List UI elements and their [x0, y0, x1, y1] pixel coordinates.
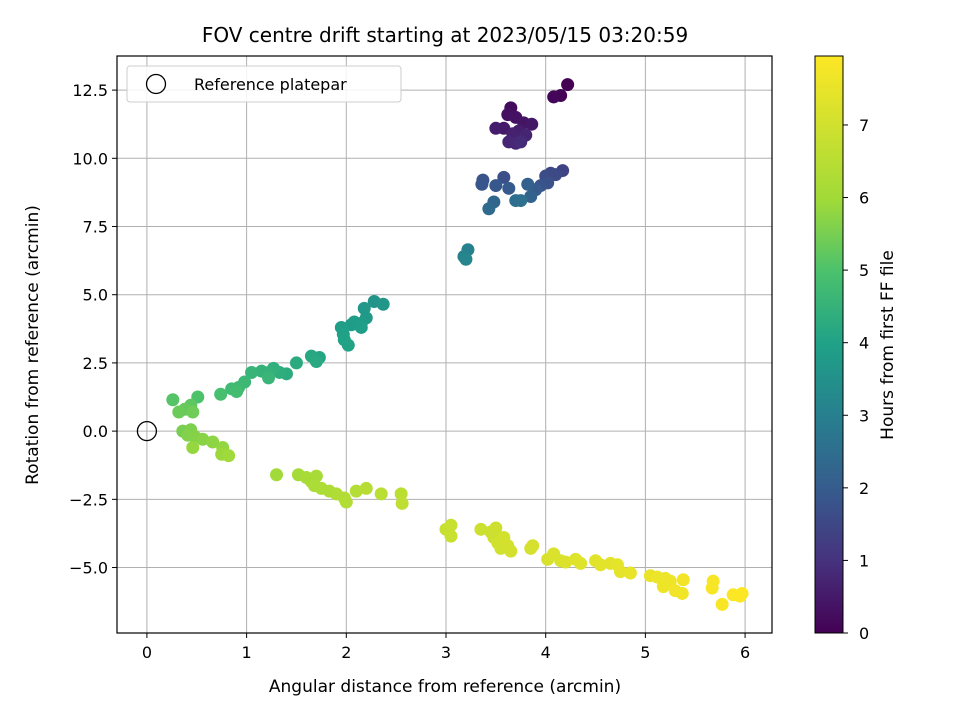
y-tick-label: 5.0 — [83, 286, 108, 305]
data-point — [172, 405, 186, 419]
data-point — [549, 168, 563, 182]
colorbar-tick-label: 4 — [859, 334, 869, 353]
data-point — [489, 521, 503, 535]
data-point — [374, 487, 388, 501]
data-point — [489, 121, 503, 135]
colorbar-tick-label: 2 — [859, 479, 869, 498]
data-point — [206, 435, 220, 449]
y-tick-label: 12.5 — [72, 81, 108, 100]
data-point — [561, 78, 575, 92]
grid — [117, 56, 772, 633]
data-point — [359, 481, 373, 495]
data-point — [474, 522, 488, 536]
data-point — [514, 135, 528, 149]
colorbar-tick-label: 1 — [859, 551, 869, 570]
data-point — [309, 355, 323, 369]
data-point — [222, 449, 236, 463]
colorbar-axis: 0 1 2 3 4 5 6 7 — [843, 116, 869, 643]
data-point — [521, 177, 535, 191]
colorbar-tick-label: 0 — [859, 624, 869, 643]
data-points — [136, 78, 749, 611]
data-point — [394, 487, 408, 501]
data-point — [339, 495, 353, 509]
data-point — [196, 432, 210, 446]
data-point — [270, 468, 284, 482]
data-point — [245, 365, 259, 379]
data-point — [395, 496, 409, 510]
data-point — [349, 484, 363, 498]
data-point — [502, 181, 516, 195]
chart-title: FOV centre drift starting at 2023/05/15 … — [202, 23, 688, 47]
data-point — [613, 565, 627, 579]
x-tick-label: 1 — [242, 643, 252, 662]
data-point — [594, 558, 608, 572]
y-tick-label: 7.5 — [83, 218, 108, 237]
x-tick-label: 4 — [541, 643, 551, 662]
data-point — [524, 189, 538, 203]
data-point — [262, 371, 276, 385]
y-axis-label: Rotation from reference (arcmin) — [23, 205, 43, 485]
data-point — [186, 440, 200, 454]
legend: Reference platepar — [126, 65, 402, 103]
y-tick-label: 10.0 — [72, 149, 108, 168]
data-point — [676, 573, 690, 587]
data-point — [715, 597, 729, 611]
colorbar-tick-label: 3 — [859, 406, 869, 425]
x-axis-label: Angular distance from reference (arcmin) — [269, 677, 621, 697]
y-axis: −5.0 −2.5 0.0 2.5 5.0 7.5 10.0 12.5 — [69, 81, 117, 578]
x-axis: 0 1 2 3 4 5 6 — [142, 633, 750, 662]
data-point — [526, 539, 540, 553]
data-point — [344, 318, 358, 332]
data-point — [354, 320, 368, 334]
colorbar-tick-label: 5 — [859, 261, 869, 280]
y-tick-label: −2.5 — [69, 490, 108, 509]
colorbar-gradient — [814, 55, 844, 634]
data-point — [376, 297, 390, 311]
data-point — [504, 544, 518, 558]
data-point — [735, 586, 749, 600]
colorbar-label: Hours from first FF file — [878, 250, 898, 440]
data-point — [656, 580, 670, 594]
data-point — [444, 518, 458, 532]
data-point — [482, 202, 496, 216]
plot-frame — [116, 55, 773, 634]
data-point — [525, 117, 539, 131]
data-point — [475, 177, 489, 191]
data-point — [214, 387, 228, 401]
data-point — [497, 170, 511, 184]
data-point — [341, 338, 355, 352]
data-point — [675, 586, 689, 600]
x-tick-label: 0 — [142, 643, 152, 662]
data-point — [559, 555, 573, 569]
legend-box — [126, 65, 402, 103]
data-point — [459, 252, 473, 266]
colorbar-tick-label: 6 — [859, 189, 869, 208]
data-point — [186, 405, 200, 419]
y-tick-label: 0.0 — [83, 422, 108, 441]
reference-platepar-marker — [136, 420, 158, 442]
data-point — [489, 179, 503, 193]
y-tick-label: 2.5 — [83, 354, 108, 373]
x-tick-label: 3 — [441, 643, 451, 662]
data-point — [230, 385, 244, 399]
data-point — [705, 581, 719, 595]
data-point — [166, 393, 180, 407]
legend-entry-label: Reference platepar — [194, 75, 347, 94]
data-point — [623, 566, 637, 580]
data-point — [574, 556, 588, 570]
x-tick-label: 6 — [740, 643, 750, 662]
y-tick-label: −5.0 — [69, 559, 108, 578]
data-point — [547, 90, 561, 104]
data-point — [514, 194, 528, 208]
x-tick-label: 2 — [341, 643, 351, 662]
colorbar: 0 1 2 3 4 5 6 7 Hours from first FF file — [814, 55, 898, 643]
colorbar-tick-label: 7 — [859, 116, 869, 135]
data-point — [444, 529, 458, 543]
legend-marker-circle-icon — [145, 73, 167, 95]
data-point — [289, 356, 303, 370]
x-tick-label: 5 — [640, 643, 650, 662]
